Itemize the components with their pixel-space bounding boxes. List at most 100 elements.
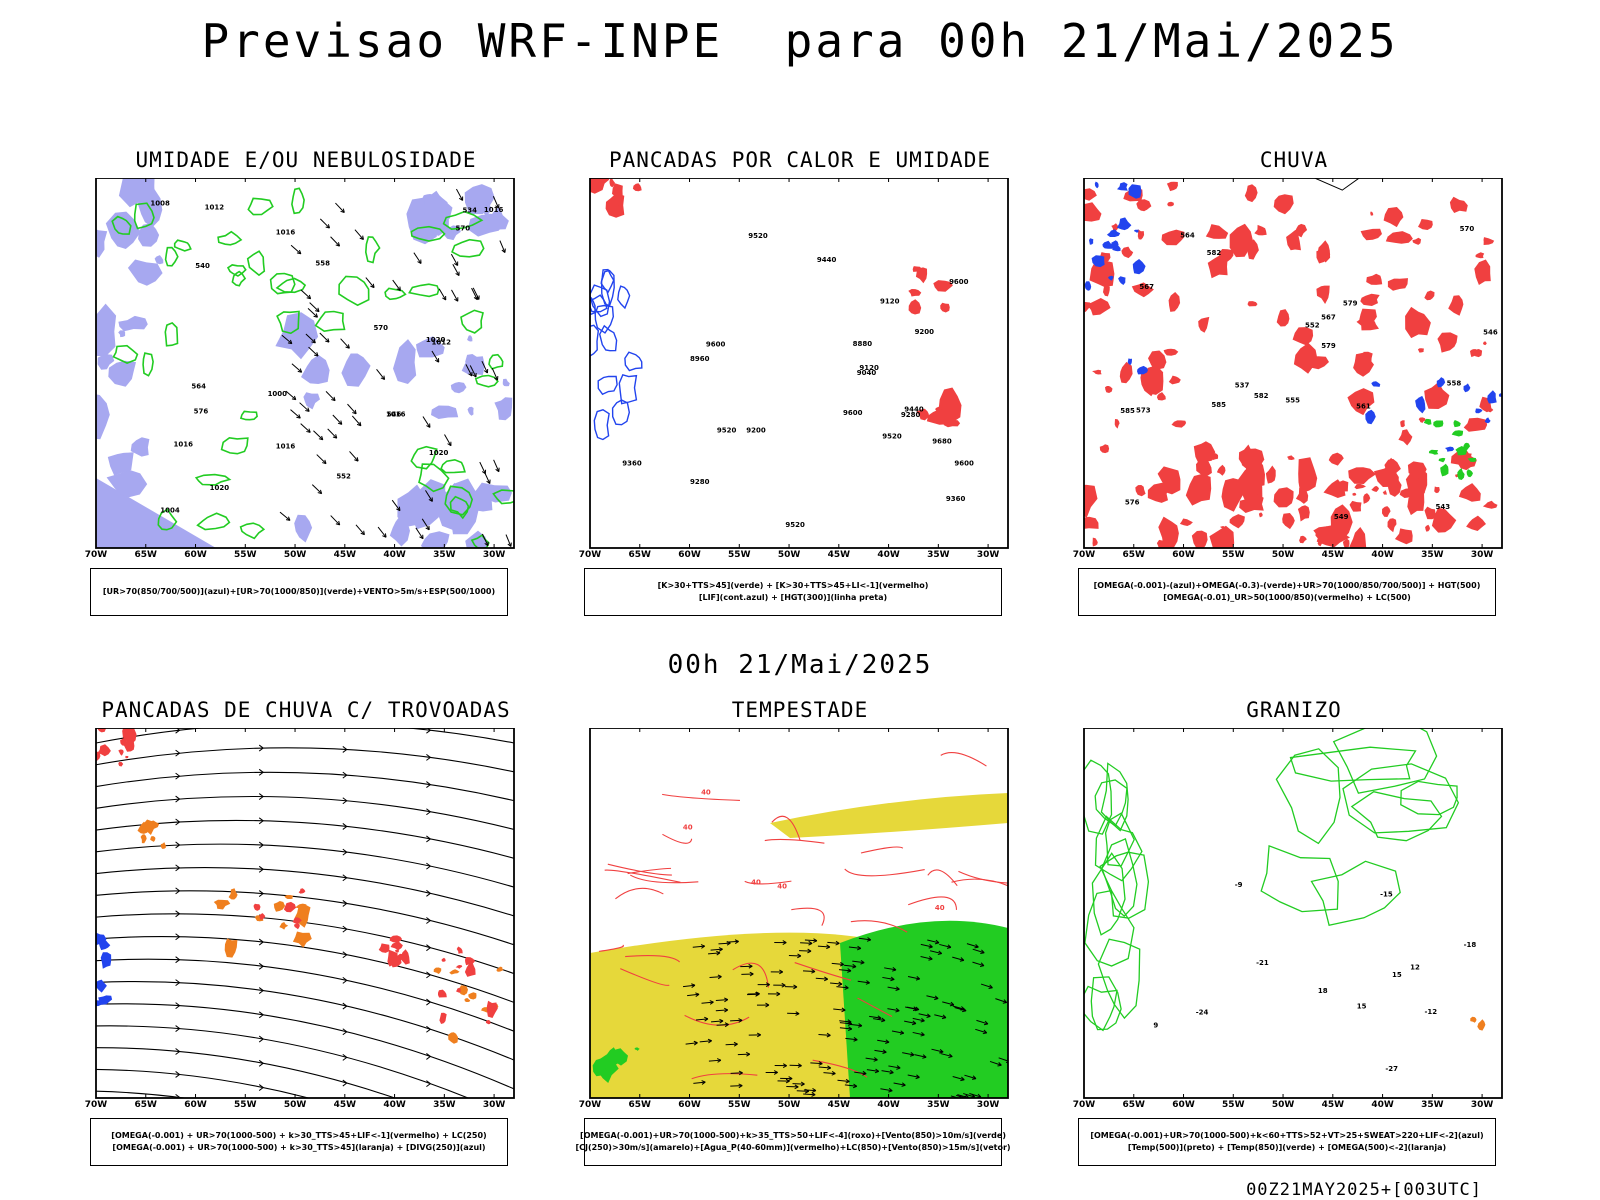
wind-vector-head (782, 1063, 787, 1068)
lon-label: 55W (234, 550, 257, 560)
omega-area (1116, 217, 1132, 231)
wind-vector-head (719, 1018, 724, 1024)
rain-area (1297, 505, 1310, 522)
strong-instability-area (940, 302, 950, 313)
contour-label: 40 (701, 789, 711, 797)
rain-area (1425, 524, 1430, 532)
contour-label: 564 (1180, 232, 1195, 240)
humidity-area (138, 223, 160, 247)
streamline-arrow (175, 749, 181, 757)
thunder-red-area (293, 923, 300, 930)
fields-layer: -9 -12 -15 -18 -21 -24 -27 15 18 15 12 9 (1084, 728, 1486, 1073)
wind-vector (833, 1008, 846, 1011)
panel-title: GRANIZO (1246, 698, 1342, 722)
lon-label: 65W (135, 1100, 158, 1110)
wind-vector (882, 976, 895, 980)
wind-vector-head (340, 208, 345, 214)
contour-label: 1020 (426, 336, 446, 344)
rain-area (1407, 461, 1427, 479)
rain-area (1228, 483, 1236, 488)
contour-label: 1004 (160, 506, 180, 514)
divergence-area (96, 979, 107, 993)
streamline-arrow (342, 874, 348, 882)
rain-area (1387, 518, 1397, 533)
lif-contour (600, 268, 615, 294)
wind-vector (330, 236, 340, 247)
streamline-arrow (426, 753, 432, 761)
wind-vector-head (960, 1006, 965, 1011)
thunder-orange-area (458, 985, 468, 996)
axes-layer: 12S15S18S21S24S27S30S33S36S39S42S70W65W6… (1073, 178, 1493, 560)
streamline-arrow (175, 841, 181, 849)
panel-title: UMIDADE E/OU NEBULOSIDADE (135, 148, 477, 172)
rain-area (1294, 223, 1308, 238)
wind-vector-head (889, 1069, 894, 1075)
rain-area (1163, 348, 1179, 356)
rain-area (1424, 290, 1435, 301)
omega-strong-area (1466, 469, 1473, 478)
rain-area (1158, 516, 1179, 548)
wind-vector-head (483, 368, 489, 374)
wind-vector (830, 982, 843, 985)
map-granizo: -9-12-15-18-21-24-2715181512912S15S18S21… (1073, 728, 1503, 1110)
caption-line: [K>30+TTS>45](verde) + [K>30+TTS>45+LI<-… (657, 581, 929, 590)
lif-contour (624, 351, 643, 372)
thunder-orange-area (464, 998, 471, 1002)
wind-vector-head (807, 948, 812, 954)
wind-vector (365, 277, 375, 288)
forecast-time-subtitle: 00h 21/Mai/2025 (667, 650, 933, 680)
wind-vector (355, 524, 365, 535)
rain-area (1135, 485, 1146, 497)
temp850-contour (1400, 780, 1458, 816)
wind-vector-head (857, 1023, 863, 1028)
streamline-arrow (258, 890, 265, 897)
lif-contour (598, 324, 618, 352)
thunder-orange-area (228, 888, 238, 900)
contour-label: 9200 (915, 328, 935, 336)
omega-area (1484, 417, 1491, 424)
wind-vector-head (915, 975, 921, 981)
lon-label: 30W (977, 550, 1000, 560)
streamline-850 (691, 1073, 758, 1080)
thunder-orange-area (433, 967, 442, 974)
thunder-red-area (259, 913, 266, 920)
omega-area (1127, 358, 1132, 366)
wind-vector (327, 428, 338, 439)
contour-label: 9 (1153, 1021, 1158, 1029)
streamline-arrow (342, 925, 348, 933)
streamline-850 (860, 846, 904, 854)
wind-vector-head (417, 259, 422, 264)
rain-area (1348, 467, 1376, 484)
contour-label: 1016 (276, 443, 296, 451)
wind-vector-head (718, 947, 723, 952)
panel-title: CHUVA (1259, 148, 1329, 172)
thunder-red-area (389, 935, 403, 943)
lif-contour (593, 409, 610, 441)
omega500-area (1477, 1019, 1486, 1031)
wind-vector-head (911, 1020, 917, 1026)
streamline (96, 1003, 514, 1090)
rain-area (1298, 457, 1318, 494)
wind-vector (493, 459, 500, 472)
wind-vector-head (941, 1014, 947, 1020)
wind-vector-head (454, 297, 459, 302)
wind-vector-head (811, 969, 816, 974)
lon-label: 30W (483, 550, 506, 560)
panel-caption: [OMEGA(-0.001) + UR>70(1000-500) + k>30_… (90, 1118, 508, 1166)
contour-label: 9360 (946, 495, 966, 503)
humidity-area (108, 360, 136, 387)
wind-vector-head (818, 1061, 823, 1066)
streamline (96, 728, 514, 744)
wind-vector-head (746, 1051, 751, 1057)
wind-vector-head (852, 1083, 858, 1089)
humidity-area (437, 482, 467, 531)
lon-label: 70W (1073, 1100, 1096, 1110)
rain-area (1407, 488, 1425, 516)
green-contour (384, 287, 407, 301)
humidity-area (393, 339, 417, 384)
streamline-850 (625, 955, 681, 963)
wind-vector-head (847, 1021, 853, 1026)
wind-vector (852, 960, 865, 964)
contour-label: 552 (336, 473, 351, 481)
streamline-arrow (342, 797, 348, 805)
